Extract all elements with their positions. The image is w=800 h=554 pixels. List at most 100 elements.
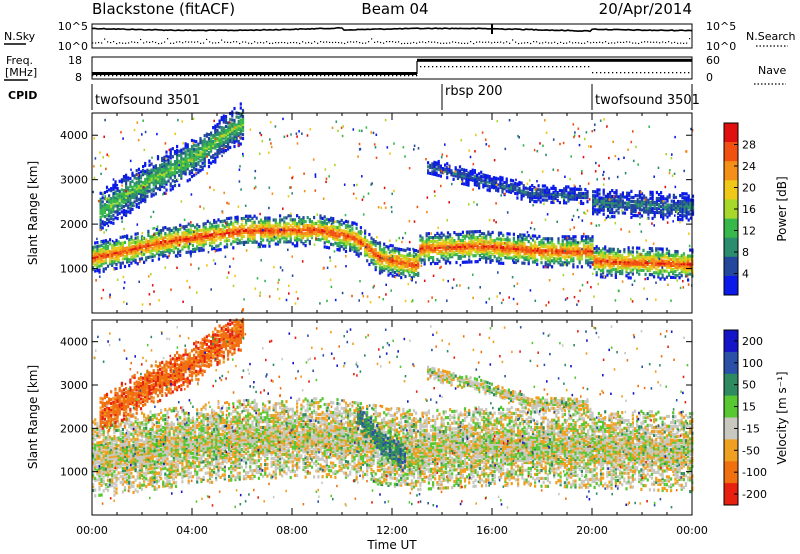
- power-cell: [289, 218, 292, 222]
- power-cell: [164, 242, 167, 246]
- power-cell: [342, 241, 345, 245]
- power-cell: [227, 137, 230, 141]
- power-cell: [534, 260, 537, 264]
- power-cell: [191, 223, 195, 228]
- power-cell: [630, 215, 633, 219]
- power-cell: [222, 114, 225, 118]
- power-cell: [161, 158, 164, 162]
- power-cell: [461, 244, 464, 248]
- power-cell: [172, 240, 175, 244]
- power-cell: [542, 241, 545, 245]
- power-cell: [425, 250, 428, 254]
- power-cell: [466, 244, 469, 248]
- power-cell: [224, 141, 228, 145]
- power-cell: [550, 196, 553, 200]
- power-cell: [640, 200, 644, 204]
- power-cell: [683, 206, 686, 210]
- power-cell: [383, 252, 386, 256]
- power-scatter-cell: [682, 208, 684, 211]
- power-cell: [366, 243, 369, 247]
- power-cell: [678, 262, 681, 266]
- power-cell: [200, 240, 203, 244]
- power-cell: [164, 240, 167, 244]
- power-cell: [214, 146, 217, 150]
- power-cell: [208, 221, 212, 225]
- power-cell: [429, 250, 433, 254]
- power-cell: [495, 184, 498, 188]
- power-cell: [112, 195, 115, 199]
- power-cell: [648, 261, 651, 265]
- power-cell: [552, 196, 555, 200]
- nave-point: [232, 75, 234, 77]
- power-cell: [153, 244, 156, 248]
- power-cell: [310, 234, 314, 238]
- power-cell: [425, 234, 428, 238]
- power-cell: [132, 241, 135, 245]
- power-cell: [114, 210, 117, 214]
- power-cell: [216, 151, 219, 155]
- power-cell: [655, 202, 658, 207]
- power-cell: [408, 257, 411, 261]
- power-cell: [196, 223, 199, 227]
- power-cell: [178, 173, 181, 177]
- power-cell: [402, 248, 405, 252]
- power-cell: [159, 169, 162, 174]
- power-cell: [470, 252, 473, 256]
- power-cell: [687, 210, 690, 214]
- power-cell: [240, 217, 243, 221]
- power-cell: [253, 220, 256, 224]
- power-cell: [285, 224, 288, 228]
- power-cell: [485, 246, 488, 250]
- power-cell: [461, 173, 464, 178]
- power-cell: [217, 248, 220, 252]
- noise-search-point: [230, 41, 232, 44]
- power-cell: [378, 241, 382, 245]
- power-cell: [310, 228, 314, 232]
- power-cell: [596, 194, 599, 198]
- power-cell: [129, 181, 132, 185]
- power-cell: [198, 225, 201, 229]
- power-cell: [594, 196, 597, 200]
- power-cell: [231, 122, 234, 126]
- power-cell: [527, 252, 530, 256]
- power-cell: [355, 222, 358, 226]
- power-cell: [157, 257, 161, 261]
- power-cell: [546, 257, 549, 261]
- power-cell: [347, 230, 350, 234]
- power-cell: [504, 244, 507, 248]
- power-cell: [398, 253, 401, 257]
- noise-search-point: [665, 42, 667, 44]
- power-cell: [99, 211, 102, 215]
- power-cell: [189, 250, 192, 254]
- power-cell: [199, 159, 202, 163]
- power-cell: [600, 208, 603, 212]
- power-cell: [184, 156, 187, 160]
- power-cell: [147, 249, 150, 253]
- power-cell: [235, 137, 238, 141]
- power-cell: [351, 221, 354, 225]
- noise-search-point: [428, 41, 430, 43]
- power-cell: [357, 248, 360, 252]
- power-cell: [646, 260, 649, 265]
- power-cell: [127, 198, 130, 202]
- noise-search-point: [548, 42, 550, 44]
- power-cell: [119, 265, 122, 269]
- power-cell: [216, 123, 219, 127]
- power-cell: [568, 247, 571, 251]
- power-cell: [323, 215, 326, 219]
- power-cell: [99, 219, 102, 223]
- power-cell: [563, 191, 566, 195]
- power-cell: [500, 261, 503, 265]
- power-cell: [387, 261, 390, 265]
- power-cell: [103, 203, 106, 207]
- power-cell: [589, 255, 592, 259]
- power-cell: [453, 231, 456, 235]
- power-cell: [529, 246, 532, 250]
- power-cell: [144, 181, 147, 186]
- power-cell: [166, 237, 169, 241]
- power-cell: [113, 249, 116, 253]
- noise-search-point: [629, 41, 631, 43]
- noise-search-point: [245, 41, 247, 43]
- power-cell: [512, 236, 515, 240]
- power-cell: [293, 228, 297, 232]
